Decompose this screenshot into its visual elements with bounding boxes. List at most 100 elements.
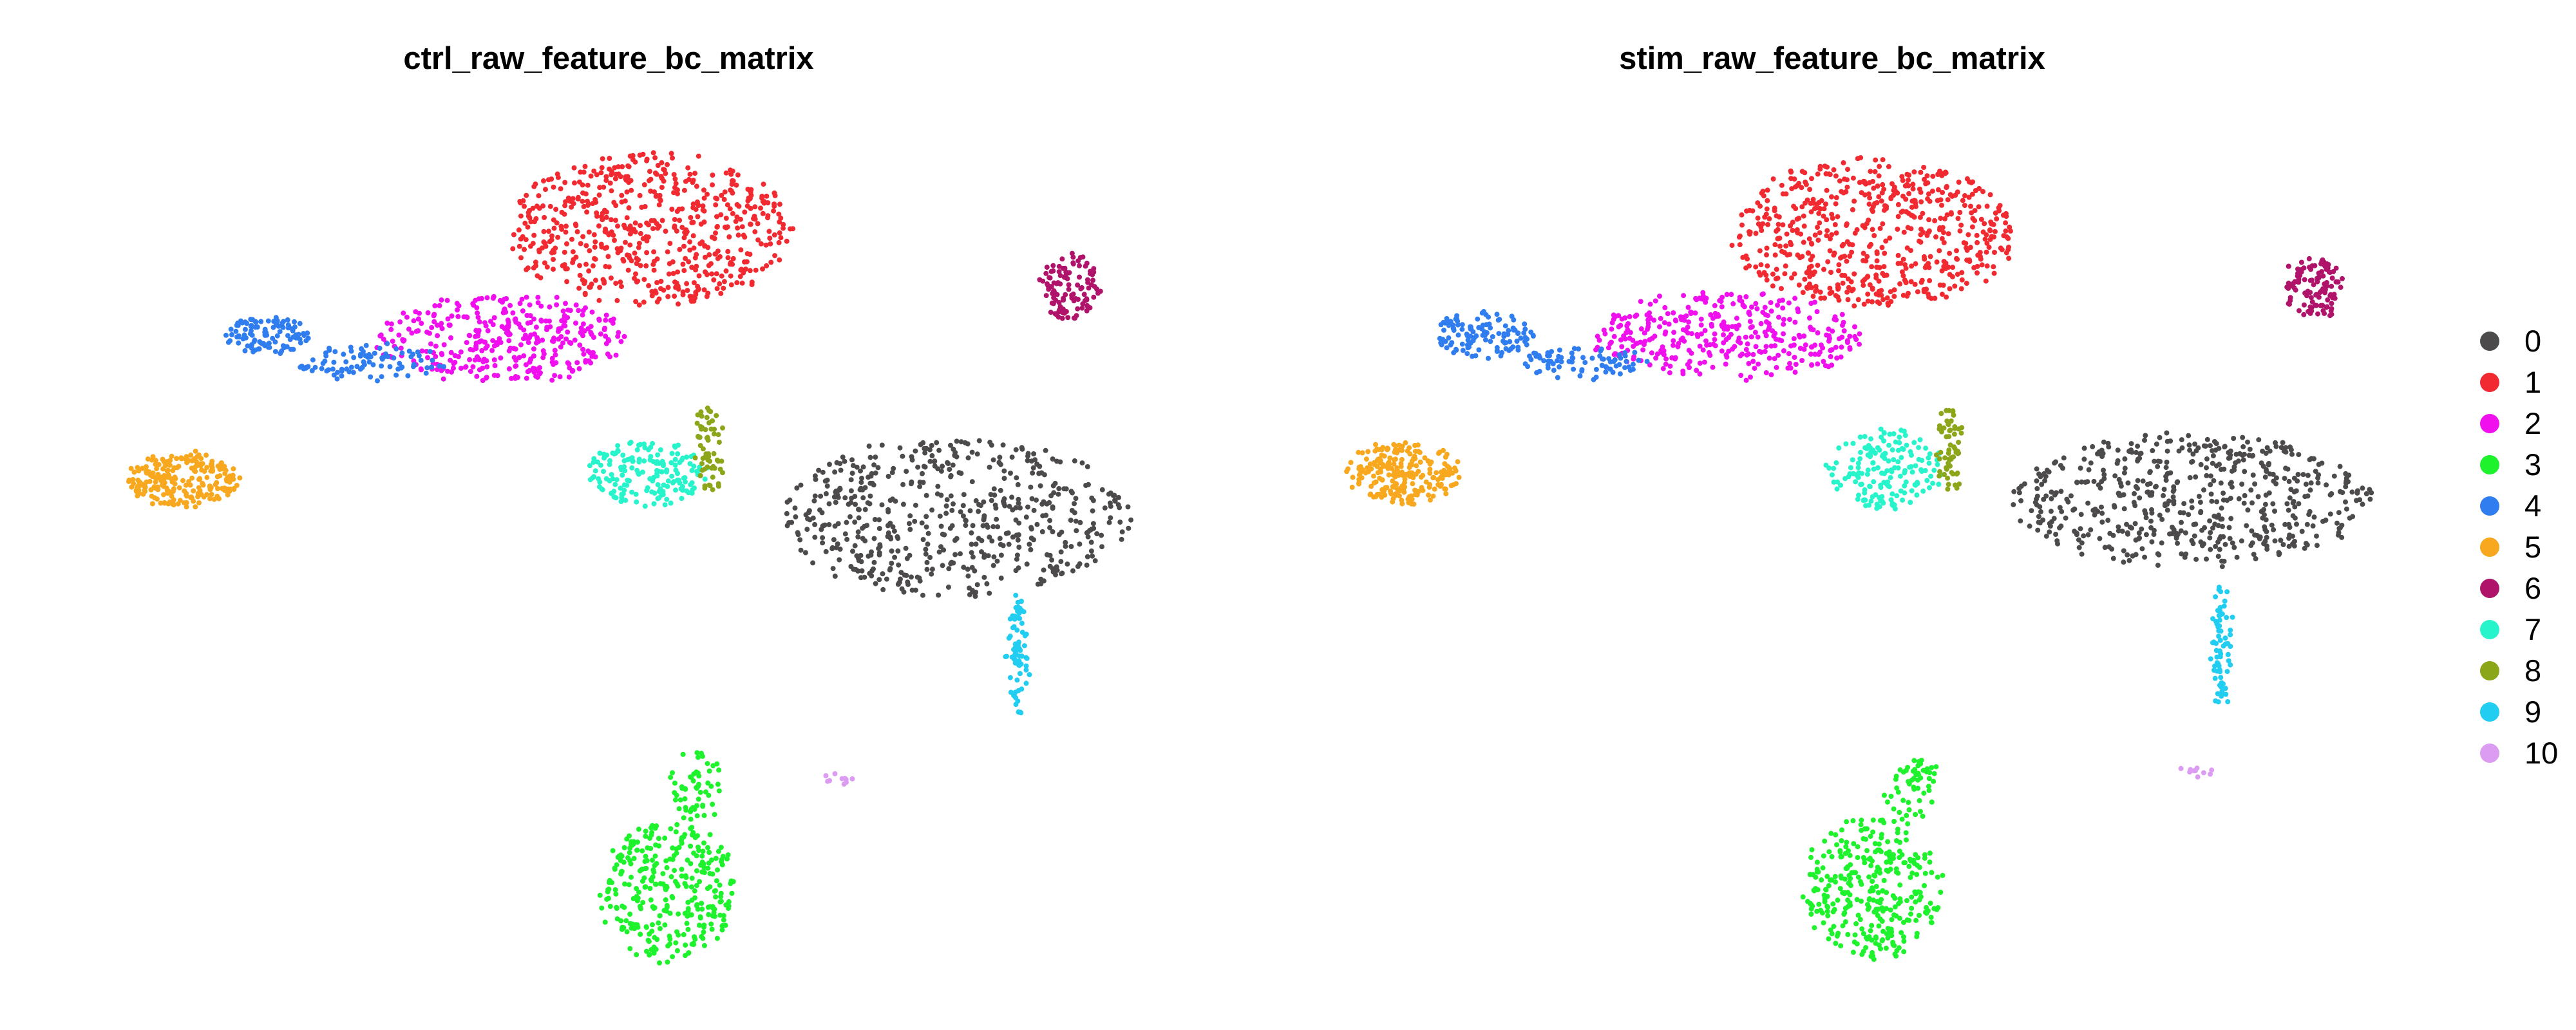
cell-point-cluster-1 xyxy=(1900,273,1906,279)
cell-point-cluster-4 xyxy=(1464,332,1470,337)
cell-point-cluster-1 xyxy=(1906,191,1912,196)
cell-point-cluster-3 xyxy=(689,941,695,947)
cell-point-cluster-1 xyxy=(1868,169,1873,174)
cell-point-cluster-7 xyxy=(683,479,688,485)
cell-point-cluster-3 xyxy=(679,785,685,791)
cell-point-cluster-1 xyxy=(600,211,605,216)
cell-point-cluster-1 xyxy=(1849,288,1855,294)
cell-point-cluster-9 xyxy=(1012,656,1018,662)
cell-point-cluster-0 xyxy=(873,470,878,476)
cell-point-cluster-5 xyxy=(200,482,206,488)
cell-point-cluster-2 xyxy=(483,375,489,381)
cell-point-cluster-4 xyxy=(406,348,412,354)
cell-point-cluster-3 xyxy=(1900,798,1906,803)
cell-point-cluster-1 xyxy=(1852,198,1857,204)
cell-point-cluster-1 xyxy=(569,204,574,210)
cell-point-cluster-2 xyxy=(398,345,404,351)
cell-point-cluster-2 xyxy=(1829,347,1835,353)
cell-point-cluster-3 xyxy=(1881,792,1887,798)
cell-point-cluster-4 xyxy=(416,353,422,359)
cell-point-cluster-1 xyxy=(1930,173,1936,179)
cell-point-cluster-1 xyxy=(1895,227,1900,232)
cell-point-cluster-4 xyxy=(423,370,429,376)
cell-point-cluster-1 xyxy=(1902,262,1908,268)
cell-point-cluster-0 xyxy=(1047,525,1053,530)
cell-point-cluster-3 xyxy=(1876,841,1882,847)
cell-point-cluster-4 xyxy=(1468,326,1473,332)
cell-point-cluster-3 xyxy=(656,836,661,841)
cell-point-cluster-2 xyxy=(528,332,534,338)
cell-point-cluster-4 xyxy=(245,343,251,349)
cell-point-cluster-3 xyxy=(664,903,670,908)
cell-point-cluster-3 xyxy=(677,797,683,803)
cell-point-cluster-1 xyxy=(1790,228,1795,233)
cell-point-cluster-3 xyxy=(670,954,676,960)
cell-point-cluster-5 xyxy=(153,462,158,467)
cell-point-cluster-0 xyxy=(2292,515,2298,521)
cell-point-cluster-1 xyxy=(1842,176,1847,182)
cell-point-cluster-2 xyxy=(554,294,560,300)
cell-point-cluster-0 xyxy=(2161,487,2167,492)
cell-point-cluster-0 xyxy=(858,468,863,474)
cell-point-cluster-0 xyxy=(940,531,945,537)
cell-point-cluster-4 xyxy=(1506,328,1511,333)
cell-point-cluster-0 xyxy=(1056,486,1062,491)
cell-point-cluster-3 xyxy=(706,768,712,774)
cell-point-cluster-1 xyxy=(549,250,554,256)
cell-point-cluster-6 xyxy=(1043,270,1049,276)
cell-point-cluster-1 xyxy=(1957,210,1963,215)
cell-point-cluster-3 xyxy=(1839,838,1844,843)
cell-point-cluster-3 xyxy=(1820,865,1826,871)
cell-point-cluster-1 xyxy=(633,271,638,277)
cell-point-cluster-1 xyxy=(1824,233,1830,239)
cell-point-cluster-0 xyxy=(2135,485,2140,491)
cell-point-cluster-0 xyxy=(2344,506,2349,512)
cell-point-cluster-4 xyxy=(1484,322,1489,328)
cell-point-cluster-2 xyxy=(1730,324,1735,330)
cell-point-cluster-2 xyxy=(1781,348,1786,353)
cell-point-cluster-1 xyxy=(688,215,694,220)
cell-point-cluster-1 xyxy=(1886,164,1891,169)
cell-point-cluster-1 xyxy=(764,193,770,199)
cell-point-cluster-3 xyxy=(1888,926,1894,932)
cell-point-cluster-0 xyxy=(1019,446,1025,452)
cell-point-cluster-1 xyxy=(680,261,686,267)
cell-point-cluster-0 xyxy=(2029,508,2034,514)
cell-point-cluster-1 xyxy=(1736,234,1742,240)
cell-point-cluster-1 xyxy=(1955,216,1961,221)
cell-point-cluster-0 xyxy=(2207,518,2213,524)
cell-point-cluster-0 xyxy=(2037,504,2043,510)
cell-point-cluster-0 xyxy=(2049,496,2054,501)
cell-point-cluster-2 xyxy=(538,318,544,324)
cell-point-cluster-1 xyxy=(1960,198,1965,203)
cell-point-cluster-3 xyxy=(684,921,690,926)
cell-point-cluster-7 xyxy=(598,462,603,468)
cell-point-cluster-1 xyxy=(711,277,717,283)
cell-point-cluster-2 xyxy=(1762,330,1768,335)
cell-point-cluster-2 xyxy=(558,344,564,350)
cell-point-cluster-4 xyxy=(1528,329,1534,335)
cell-point-cluster-6 xyxy=(1075,282,1081,288)
cell-point-cluster-2 xyxy=(1728,332,1734,337)
cell-point-cluster-3 xyxy=(676,806,682,812)
cell-point-cluster-1 xyxy=(593,200,599,205)
cell-point-cluster-4 xyxy=(379,363,384,369)
cell-point-cluster-0 xyxy=(865,500,871,506)
cell-point-cluster-0 xyxy=(936,592,942,598)
cell-point-cluster-3 xyxy=(1870,879,1875,884)
cell-point-cluster-3 xyxy=(1897,767,1903,772)
cell-point-cluster-1 xyxy=(559,209,565,215)
cell-point-cluster-0 xyxy=(895,534,900,539)
cell-point-cluster-0 xyxy=(2176,448,2182,454)
cell-point-cluster-8 xyxy=(692,455,698,461)
cell-point-cluster-4 xyxy=(1475,316,1481,322)
cell-point-cluster-2 xyxy=(527,359,533,365)
cell-point-cluster-0 xyxy=(873,581,878,586)
cell-point-cluster-0 xyxy=(2287,532,2293,538)
cell-point-cluster-2 xyxy=(1738,373,1744,379)
cell-point-cluster-1 xyxy=(1933,234,1938,239)
cell-point-cluster-1 xyxy=(643,234,649,239)
cell-point-cluster-2 xyxy=(572,337,578,343)
cell-point-cluster-3 xyxy=(1913,891,1918,897)
cell-point-cluster-1 xyxy=(639,205,645,210)
